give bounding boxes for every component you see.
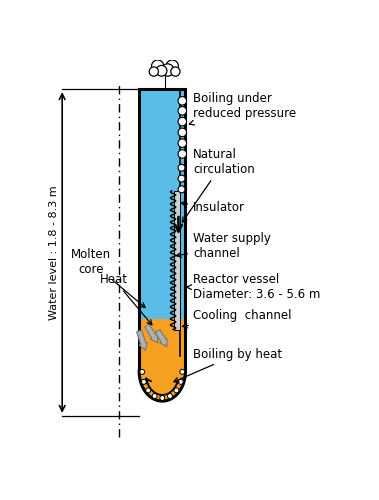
Text: Water supply
channel: Water supply channel bbox=[176, 232, 271, 260]
Text: Natural
circulation: Natural circulation bbox=[182, 148, 255, 222]
Text: Insulator: Insulator bbox=[181, 201, 245, 214]
Circle shape bbox=[178, 139, 186, 147]
Bar bbox=[140, 320, 185, 372]
Circle shape bbox=[166, 60, 179, 72]
Circle shape bbox=[178, 96, 186, 105]
Text: Heat: Heat bbox=[100, 273, 152, 325]
Circle shape bbox=[161, 64, 174, 76]
Circle shape bbox=[156, 66, 167, 76]
Text: Reactor vessel
Diameter: 3.6 - 5.6 m: Reactor vessel Diameter: 3.6 - 5.6 m bbox=[187, 273, 321, 301]
Polygon shape bbox=[145, 324, 158, 342]
Circle shape bbox=[152, 394, 157, 398]
Circle shape bbox=[178, 118, 186, 126]
Circle shape bbox=[140, 370, 145, 374]
Circle shape bbox=[152, 60, 164, 72]
Ellipse shape bbox=[139, 342, 185, 401]
Bar bbox=[139, 90, 185, 372]
Text: Boiling by heat: Boiling by heat bbox=[174, 348, 282, 382]
Circle shape bbox=[141, 380, 146, 384]
Circle shape bbox=[149, 67, 158, 76]
Text: Molten
core: Molten core bbox=[70, 248, 145, 308]
Circle shape bbox=[178, 150, 186, 158]
Bar bbox=[174, 191, 180, 330]
Circle shape bbox=[168, 394, 172, 398]
Text: Water level : 1.8 - 8.3 m: Water level : 1.8 - 8.3 m bbox=[50, 185, 60, 320]
Circle shape bbox=[180, 370, 185, 374]
Circle shape bbox=[178, 164, 185, 172]
Circle shape bbox=[171, 67, 180, 76]
Circle shape bbox=[146, 388, 150, 393]
Circle shape bbox=[178, 380, 183, 384]
Circle shape bbox=[178, 128, 186, 136]
Polygon shape bbox=[140, 372, 185, 400]
Polygon shape bbox=[155, 330, 167, 346]
Circle shape bbox=[178, 106, 186, 115]
Circle shape bbox=[178, 186, 185, 193]
Circle shape bbox=[160, 396, 165, 400]
Text: Boiling under
reduced pressure: Boiling under reduced pressure bbox=[190, 92, 296, 125]
Text: Cooling  channel: Cooling channel bbox=[183, 309, 291, 328]
Polygon shape bbox=[136, 330, 147, 350]
Circle shape bbox=[158, 58, 172, 71]
Circle shape bbox=[174, 388, 179, 393]
Circle shape bbox=[178, 175, 185, 182]
